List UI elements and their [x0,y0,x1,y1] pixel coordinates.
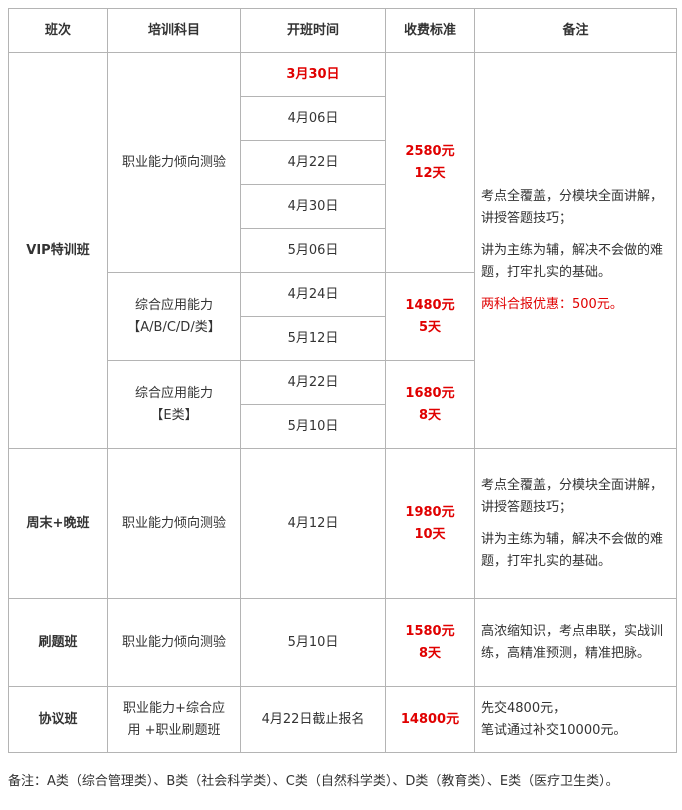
subject: 综合应用能力 【A/B/C/D/类】 [107,272,241,361]
table-row: 5月06日 [9,228,677,273]
note-text: 先交4800元， [481,700,567,716]
start-date: 4月06日 [240,96,386,141]
subject: 职业能力倾向测验 [107,598,241,687]
class-name: VIP特训班 [8,52,108,449]
note: 考点全覆盖，分模块全面讲解，讲授答题技巧； 讲为主练为辅，解决不会做的难题，打牢扎… [474,448,677,599]
subject: 职业能力倾向测验 [107,52,241,273]
subject-line: 【A/B/C/D/类】 [127,319,221,335]
start-date: 5月10日 [240,404,386,449]
subject-line: 职业能力+综合应 [123,700,225,716]
start-date: 5月10日 [240,598,386,687]
price: 2580元 12天 [385,52,475,273]
table-row: 4月06日 [9,96,677,141]
start-date: 4月22日截止报名 [240,686,386,753]
start-date: 3月30日 [240,52,386,97]
table-row: 协议班 职业能力+综合应用 +职业刷题班 4月22日截止报名 14800元 先交… [8,686,677,753]
price-amount: 1680元 [405,385,455,401]
note-text: 考点全覆盖，分模块全面讲解，讲授答题技巧； [481,477,664,515]
start-date: 4月22日 [240,360,386,405]
subject-line: 用 +职业刷题班 [127,722,221,738]
note-text: 讲为主练为辅，解决不会做的难题，打牢扎实的基础。 [481,531,664,569]
table-row: 综合应用能力 【A/B/C/D/类】 4月24日 1480元 5天 [9,272,677,361]
price: 1480元 5天 [385,272,475,361]
header-note: 备注 [474,8,677,53]
price: 14800元 [385,686,475,753]
start-date: 5月06日 [240,228,386,273]
start-date: 5月12日 [240,316,386,361]
table-row: 周末+晚班 职业能力倾向测验 4月12日 1980元 10天 考点全覆盖，分模块全… [8,448,677,599]
start-date: 4月12日 [240,448,386,599]
class-name: 周末+晚班 [8,448,108,599]
header-subject: 培训科目 [107,8,241,53]
header-row: 班次 培训科目 开班时间 收费标准 备注 [8,8,677,53]
subject: 职业能力+综合应用 +职业刷题班 [107,686,241,753]
price-amount: 1980元 [405,504,455,520]
table-row: 4月22日 [9,140,677,185]
price: 1980元 10天 [385,448,475,599]
price-days: 12天 [414,165,446,181]
header-price: 收费标准 [385,8,475,53]
price-days: 8天 [418,645,442,661]
price-amount: 2580元 [405,143,455,159]
price-days: 5天 [418,319,442,335]
header-class: 班次 [8,8,108,53]
note-text: 讲为主练为辅，解决不会做的难题，打牢扎实的基础。 [481,242,664,280]
price: 1680元 8天 [385,360,475,449]
note-text: 笔试通过补交10000元。 [481,722,627,738]
discount-text: 两科合报优惠：500元。 [481,296,623,312]
start-date: 4月22日 [240,140,386,185]
header-date: 开班时间 [240,8,386,53]
price: 1580元 8天 [385,598,475,687]
note: 先交4800元， 笔试通过补交10000元。 [474,686,677,753]
table-row: VIP特训班 职业能力倾向测验 3月30日 2580元 12天 考点全覆盖，分模块… [8,52,677,449]
table-row: 综合应用能力 【E类】 4月22日 1680元 8天 [9,360,677,449]
class-name: 刷题班 [8,598,108,687]
subject-line: 综合应用能力 [134,385,213,401]
course-table: 班次 培训科目 开班时间 收费标准 备注 VIP特训班 职业能力倾向测验 3月3… [8,8,677,753]
table-row: 5月12日 [9,316,677,361]
subject: 综合应用能力 【E类】 [107,360,241,449]
table-row: 5月10日 [9,404,677,449]
start-date: 4月30日 [240,184,386,229]
footnote: 备注：A类（综合管理类）、B类（社会科学类）、C类（自然科学类）、D类（教育类）… [8,774,619,789]
price-days: 10天 [414,526,446,542]
price-amount: 1580元 [405,623,455,639]
subject: 职业能力倾向测验 [107,448,241,599]
note-text: 考点全覆盖，分模块全面讲解，讲授答题技巧； [481,188,664,226]
note: 考点全覆盖，分模块全面讲解，讲授答题技巧； 讲为主练为辅，解决不会做的难题，打牢扎… [474,52,677,449]
subject-line: 综合应用能力 [134,297,213,313]
class-name: 协议班 [8,686,108,753]
note: 高浓缩知识，考点串联，实战训练，高精准预测，精准把脉。 [474,598,677,687]
price-amount: 1480元 [405,297,455,313]
subject-line: 【E类】 [150,407,198,423]
price-days: 8天 [418,407,442,423]
start-date: 4月24日 [240,272,386,317]
table-row: 刷题班 职业能力倾向测验 5月10日 1580元 8天 高浓缩知识，考点串联，实战… [8,598,677,687]
